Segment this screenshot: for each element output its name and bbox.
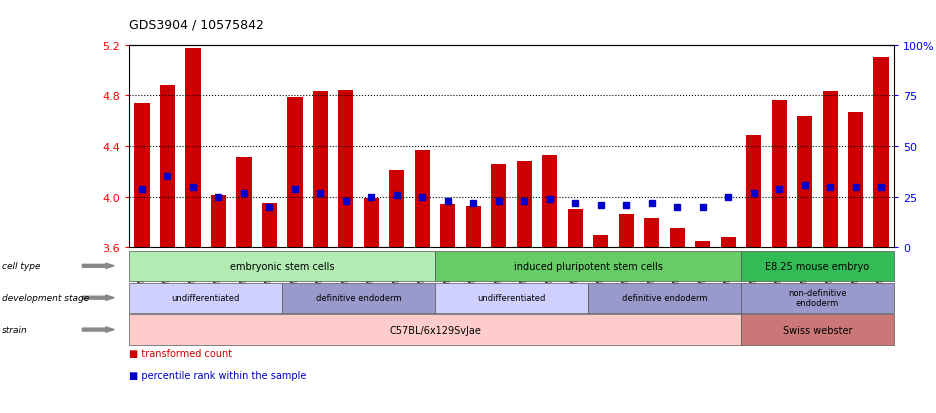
Bar [542,155,558,248]
Text: E8.25 mouse embryo: E8.25 mouse embryo [766,261,870,271]
Bar [211,196,226,248]
Bar [185,49,200,248]
Bar [848,112,863,248]
Text: definitive endoderm: definitive endoderm [315,294,402,302]
Bar [695,242,710,248]
Text: cell type: cell type [2,262,40,271]
Bar [465,206,481,248]
Bar [873,58,889,248]
Bar [160,86,175,248]
Bar [797,116,812,248]
Bar [644,219,659,248]
Bar [567,210,583,248]
Text: development stage: development stage [2,294,89,302]
Text: Swiss webster: Swiss webster [782,325,852,335]
Bar [134,104,150,248]
Text: induced pluripotent stem cells: induced pluripotent stem cells [514,261,663,271]
Bar [262,204,277,248]
Text: ■ transformed count: ■ transformed count [129,348,232,358]
Bar [619,215,634,248]
Text: non-definitive
endoderm: non-definitive endoderm [788,288,847,308]
Bar [823,92,838,248]
Bar [236,158,252,248]
Bar [287,97,302,248]
Bar [491,164,506,248]
Bar [593,235,608,248]
Bar [338,91,354,248]
Text: embryonic stem cells: embryonic stem cells [230,261,334,271]
Bar [721,237,736,248]
Text: undifferentiated: undifferentiated [477,294,546,302]
Text: GDS3904 / 10575842: GDS3904 / 10575842 [129,18,264,31]
Text: ■ percentile rank within the sample: ■ percentile rank within the sample [129,370,307,380]
Bar [415,150,430,248]
Bar [364,199,379,248]
Text: undifferentiated: undifferentiated [171,294,240,302]
Text: definitive endoderm: definitive endoderm [622,294,708,302]
Bar [313,92,328,248]
Text: C57BL/6x129SvJae: C57BL/6x129SvJae [389,325,481,335]
Bar [746,135,761,248]
Bar [669,229,685,248]
Text: strain: strain [2,325,28,334]
Bar [389,171,404,248]
Bar [440,205,456,248]
Bar [517,162,532,248]
Bar [771,101,787,248]
